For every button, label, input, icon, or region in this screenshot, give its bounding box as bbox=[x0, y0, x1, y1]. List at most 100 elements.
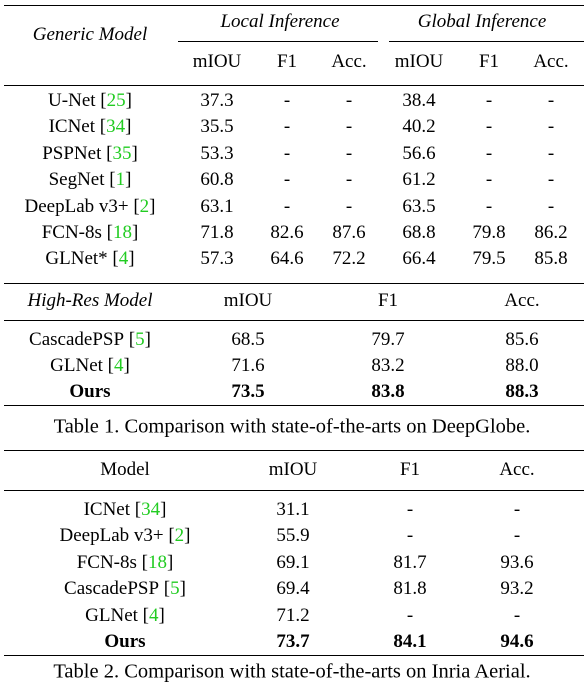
model-name: FCN-8s [18] bbox=[77, 552, 174, 574]
bracket: ] bbox=[184, 525, 191, 547]
cell: 53.3 bbox=[200, 142, 234, 164]
cell: 79.8 bbox=[472, 222, 506, 243]
cell: - bbox=[345, 116, 353, 138]
column-header: mIOU bbox=[223, 290, 273, 311]
group-header: Local Inference bbox=[220, 11, 340, 32]
model-name: GLNet* [4] bbox=[45, 248, 134, 270]
cell: 88.3 bbox=[505, 381, 539, 403]
cell: - bbox=[547, 90, 555, 111]
cell: 83.8 bbox=[371, 381, 405, 403]
model-name: DeepLab v3+ [2] bbox=[60, 525, 191, 547]
cell: - bbox=[283, 195, 291, 217]
name: ICNet bbox=[83, 499, 131, 520]
bracket: ] bbox=[131, 142, 138, 164]
cell: 69.4 bbox=[276, 578, 310, 600]
name: Ours bbox=[69, 381, 111, 403]
model-name: GLNet [4] bbox=[50, 355, 130, 377]
cell: 64.6 bbox=[270, 248, 304, 270]
rule bbox=[178, 41, 378, 42]
citation: 2 bbox=[139, 195, 150, 217]
model-name: CascadePSP [5] bbox=[29, 329, 151, 351]
rule bbox=[4, 490, 584, 491]
cell: - bbox=[485, 142, 493, 164]
name: FCN-8s bbox=[76, 551, 137, 573]
citation: 25 bbox=[106, 90, 126, 111]
model-name: CascadePSP [5] bbox=[64, 578, 186, 600]
citation: 2 bbox=[174, 525, 185, 547]
cell: - bbox=[406, 499, 414, 520]
bracket: [ bbox=[112, 248, 119, 270]
column-header: mIOU bbox=[268, 459, 318, 480]
name: Ours bbox=[104, 631, 146, 652]
column-header: F1 bbox=[399, 459, 421, 480]
cell: 63.1 bbox=[200, 195, 234, 217]
cell: - bbox=[547, 195, 555, 217]
group-header: Global Inference bbox=[417, 11, 547, 32]
bracket: [ bbox=[141, 551, 148, 573]
model-name: PSPNet [35] bbox=[42, 143, 138, 165]
citation: 34 bbox=[141, 499, 161, 520]
cell: - bbox=[283, 169, 291, 191]
citation: 34 bbox=[106, 116, 126, 138]
cell: 63.5 bbox=[402, 195, 436, 217]
cell: - bbox=[345, 142, 353, 164]
cell: - bbox=[547, 116, 555, 138]
cell: 37.3 bbox=[200, 90, 234, 111]
column-header: Acc. bbox=[499, 459, 535, 480]
cell: 61.2 bbox=[402, 169, 436, 191]
citation: 4 bbox=[149, 604, 159, 626]
column-header: Acc. bbox=[331, 51, 367, 72]
citation: 18 bbox=[147, 551, 167, 573]
cell: - bbox=[406, 525, 414, 547]
column-header: Acc. bbox=[504, 290, 540, 311]
cell: 69.1 bbox=[276, 551, 310, 573]
cell: - bbox=[283, 142, 291, 164]
rule bbox=[4, 655, 584, 656]
column-header: F1 bbox=[478, 51, 500, 72]
bracket: [ bbox=[99, 116, 107, 138]
rule bbox=[389, 41, 584, 42]
cell: 60.8 bbox=[200, 169, 234, 191]
caption: Table 1. Comparison with state-of-the-ar… bbox=[53, 415, 531, 438]
bracket: [ bbox=[163, 578, 171, 600]
name: SegNet bbox=[48, 169, 105, 191]
bracket: [ bbox=[134, 499, 142, 520]
cell: 68.5 bbox=[231, 329, 265, 350]
model-name: GLNet [4] bbox=[85, 605, 165, 627]
cell: 57.3 bbox=[200, 248, 234, 270]
rule bbox=[4, 5, 584, 6]
citation: 4 bbox=[114, 355, 124, 377]
column-header: mIOU bbox=[394, 51, 444, 72]
cell: - bbox=[485, 195, 493, 217]
cell: 68.8 bbox=[402, 222, 436, 243]
citation: 5 bbox=[135, 329, 145, 350]
cell: 38.4 bbox=[402, 90, 436, 111]
bracket: ] bbox=[125, 116, 132, 138]
name: U-Net bbox=[48, 90, 96, 111]
bracket: ] bbox=[144, 329, 151, 350]
name: CascadePSP bbox=[29, 329, 125, 350]
cell: 85.6 bbox=[505, 329, 539, 350]
bracket: [ bbox=[107, 355, 115, 377]
cell: 86.2 bbox=[534, 222, 568, 243]
cell: - bbox=[345, 90, 353, 111]
name: DeepLab v3+ bbox=[59, 525, 164, 547]
model-name: Ours bbox=[104, 631, 145, 653]
cell: - bbox=[547, 169, 555, 191]
cell: - bbox=[513, 499, 521, 520]
cell: 93.6 bbox=[500, 551, 534, 573]
citation: 1 bbox=[115, 169, 126, 191]
bracket: ] bbox=[128, 248, 135, 270]
model-name: U-Net [25] bbox=[48, 90, 132, 112]
name: GLNet bbox=[85, 604, 138, 626]
rule bbox=[4, 450, 584, 451]
model-name: ICNet [34] bbox=[84, 499, 167, 521]
bracket: [ bbox=[106, 222, 113, 243]
bracket: ] bbox=[125, 90, 132, 111]
citation: 4 bbox=[118, 248, 129, 270]
model-name: ICNet [34] bbox=[49, 116, 132, 138]
bracket: ] bbox=[149, 195, 156, 217]
name: DeepLab v3+ bbox=[24, 195, 129, 217]
bracket: [ bbox=[133, 195, 140, 217]
